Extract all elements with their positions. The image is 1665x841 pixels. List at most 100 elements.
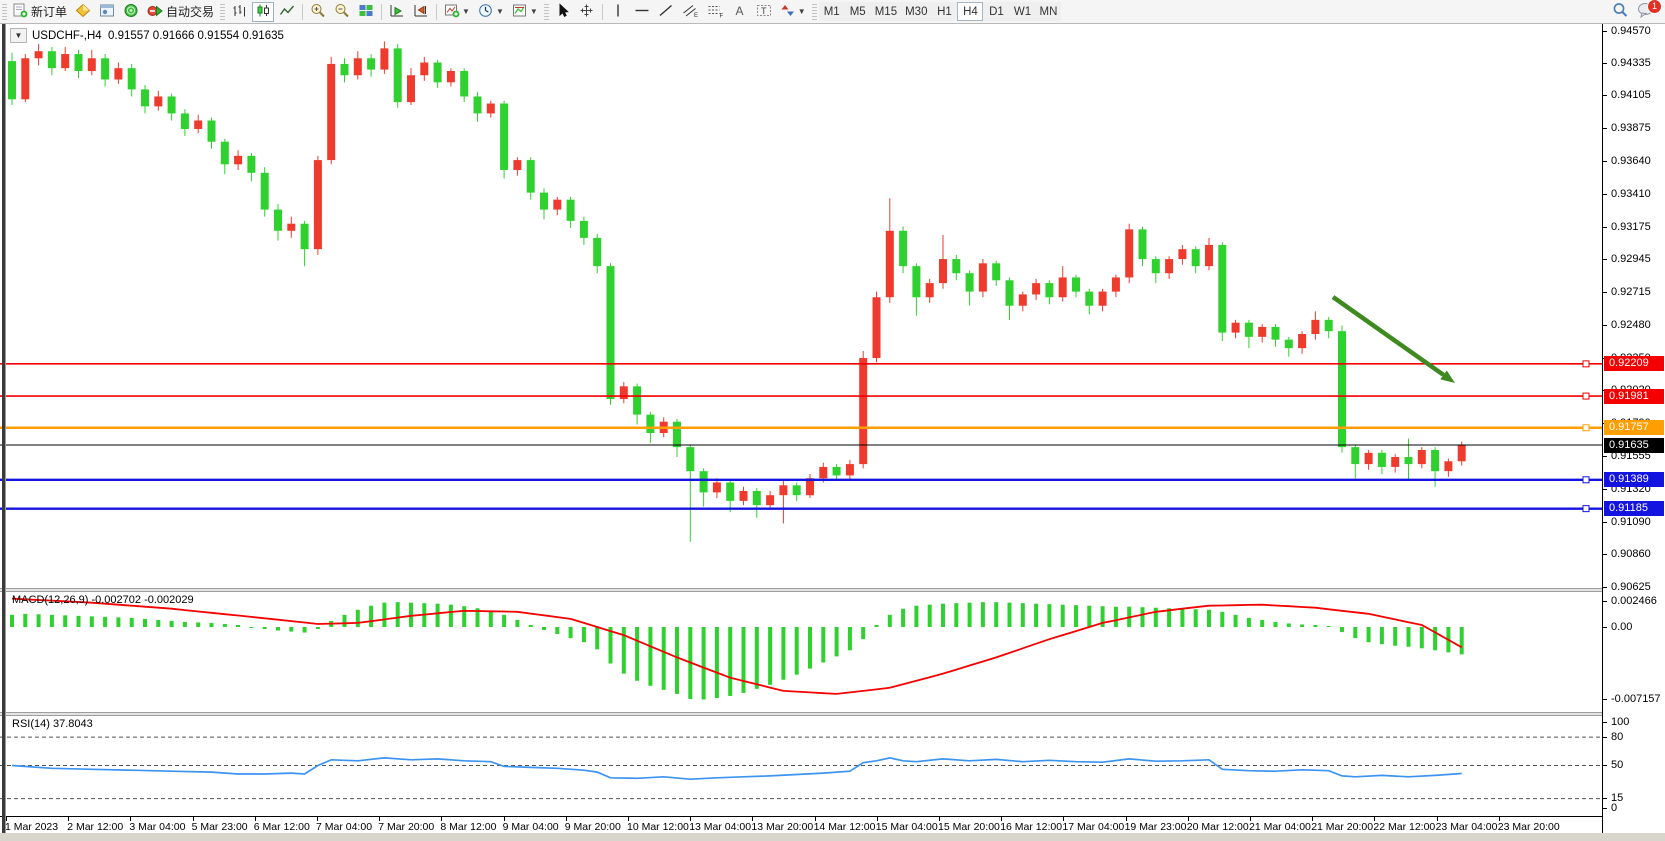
timeframe-m15-button[interactable]: M15 bbox=[870, 2, 902, 21]
macd-histogram-bar bbox=[1034, 603, 1039, 627]
macd-canvas[interactable] bbox=[0, 592, 1602, 712]
candle-body bbox=[593, 237, 602, 267]
cursor-button[interactable] bbox=[552, 2, 574, 22]
rsi-axis-label: 0 bbox=[1611, 801, 1618, 814]
indicators-button[interactable]: ▼ bbox=[441, 2, 473, 22]
axis-tick bbox=[1603, 127, 1607, 129]
channel-button[interactable]: E bbox=[679, 2, 702, 22]
trend-arrow-line[interactable] bbox=[1331, 295, 1445, 377]
chat-button[interactable]: 1 bbox=[1634, 0, 1662, 22]
text-button[interactable]: A bbox=[729, 2, 751, 22]
new-order-button[interactable]: 新订单 bbox=[10, 2, 70, 22]
macd-histogram-bar bbox=[821, 627, 826, 663]
candle-body bbox=[1085, 291, 1094, 306]
timeframe-mn-button[interactable]: MN bbox=[1035, 2, 1062, 21]
search-button[interactable] bbox=[1609, 2, 1632, 22]
tile-windows-button[interactable] bbox=[355, 2, 377, 22]
data-window-button[interactable] bbox=[96, 2, 118, 22]
navigator-button[interactable] bbox=[120, 2, 142, 22]
collapse-chart-button[interactable]: ▼ bbox=[10, 28, 27, 43]
macd-histogram-bar bbox=[1313, 624, 1318, 627]
dropdown-arrow-icon: ▼ bbox=[797, 7, 806, 16]
axis-tick bbox=[1603, 721, 1607, 723]
macd-histogram-bar bbox=[355, 609, 360, 627]
time-axis[interactable]: 1 Mar 2023 2 Mar 12:00 3 Mar 04:00 5 Mar 23… bbox=[0, 816, 1602, 834]
time-tick bbox=[130, 817, 132, 821]
candle-body bbox=[540, 192, 548, 210]
hline-price-label: 0.91185 bbox=[1604, 501, 1664, 517]
macd-histogram-bar bbox=[1007, 602, 1012, 627]
macd-histogram-bar bbox=[887, 614, 892, 627]
timeframe-w1-button[interactable]: W1 bbox=[1009, 2, 1036, 21]
templates-button[interactable]: ▼ bbox=[509, 2, 541, 22]
chart-title: USDCHF-,H4 0.91557 0.91666 0.91554 0.916… bbox=[32, 30, 284, 42]
axis-tick bbox=[1603, 554, 1607, 556]
search-icon bbox=[1612, 2, 1629, 21]
price-tick-label: 0.91090 bbox=[1611, 515, 1651, 528]
fibonacci-button[interactable]: F bbox=[704, 2, 727, 22]
macd-histogram-bar bbox=[289, 627, 294, 632]
rsi-canvas[interactable] bbox=[0, 716, 1602, 815]
timeframe-h1-button[interactable]: H1 bbox=[931, 2, 958, 21]
main-chart-canvas[interactable] bbox=[0, 25, 1602, 589]
panel-splitter[interactable] bbox=[0, 588, 1665, 592]
macd-histogram-bar bbox=[49, 614, 54, 627]
svg-text:A: A bbox=[736, 4, 744, 18]
hline-handle[interactable] bbox=[1582, 392, 1590, 400]
arrows-button[interactable]: ▼ bbox=[777, 2, 809, 22]
trendline-button[interactable] bbox=[655, 2, 677, 22]
timeframe-m1-button[interactable]: M1 bbox=[818, 2, 845, 21]
macd-axis-label: 0.00 bbox=[1611, 620, 1633, 633]
hline-handle[interactable] bbox=[1582, 476, 1590, 484]
toolbar-grip[interactable] bbox=[811, 3, 817, 20]
market-watch-button[interactable] bbox=[72, 2, 94, 22]
chart-shift-button[interactable] bbox=[410, 2, 432, 22]
candle-body bbox=[340, 63, 349, 76]
panel-splitter[interactable] bbox=[0, 712, 1665, 716]
time-label: 6 Mar 12:00 bbox=[253, 821, 310, 833]
zoom-out-button[interactable] bbox=[331, 2, 353, 22]
line-chart-button[interactable] bbox=[276, 2, 298, 22]
macd-histogram-bar bbox=[901, 608, 906, 627]
candle-body bbox=[619, 386, 628, 400]
candle-body bbox=[87, 58, 96, 72]
hline-handle[interactable] bbox=[1582, 424, 1590, 432]
hline-handle[interactable] bbox=[1582, 360, 1590, 368]
timeframe-m5-button[interactable]: M5 bbox=[844, 2, 871, 21]
candle-body bbox=[500, 103, 509, 170]
macd-histogram-bar bbox=[395, 602, 400, 627]
toolbar-grip[interactable] bbox=[220, 3, 226, 20]
macd-histogram-bar bbox=[222, 623, 227, 627]
timeframe-h4-button[interactable]: H4 bbox=[957, 2, 984, 21]
periods-button[interactable]: ▼ bbox=[475, 2, 507, 22]
toolbar-grip[interactable] bbox=[2, 3, 7, 20]
time-tick bbox=[628, 817, 629, 821]
candlestick-button[interactable] bbox=[252, 1, 275, 22]
candle-body bbox=[207, 120, 216, 142]
macd-histogram-bar bbox=[10, 614, 14, 627]
candle-body bbox=[885, 230, 894, 298]
timeframe-d1-button[interactable]: D1 bbox=[983, 2, 1010, 21]
timeframe-m30-button[interactable]: M30 bbox=[901, 2, 932, 21]
macd-histogram-bar bbox=[342, 614, 347, 627]
price-axis[interactable]: 0.94570 0.94335 0.94105 0.93875 0.93640 0.934… bbox=[1602, 24, 1665, 833]
rsi-axis-label: 80 bbox=[1611, 730, 1624, 743]
axis-tick bbox=[1603, 291, 1607, 293]
vertical-line-button[interactable] bbox=[607, 2, 629, 22]
text-label-button[interactable]: T bbox=[753, 2, 775, 22]
trendline-icon bbox=[658, 3, 674, 21]
hline-handle[interactable] bbox=[1582, 505, 1590, 513]
toolbar-grip[interactable] bbox=[543, 3, 549, 20]
fibonacci-icon: F bbox=[707, 3, 724, 21]
auto-trading-button[interactable]: 自动交易 bbox=[144, 2, 217, 22]
candle-body bbox=[460, 71, 469, 97]
hline-price-label: 0.91981 bbox=[1604, 388, 1664, 404]
horizontal-line-button[interactable] bbox=[631, 2, 653, 22]
candle-body bbox=[1098, 291, 1107, 306]
zoom-in-button[interactable] bbox=[307, 2, 329, 22]
bar-chart-button[interactable] bbox=[228, 2, 250, 22]
auto-scroll-button[interactable] bbox=[386, 2, 408, 22]
candle-body bbox=[446, 71, 455, 83]
crosshair-button[interactable] bbox=[576, 2, 598, 22]
macd-histogram-bar bbox=[129, 617, 134, 627]
